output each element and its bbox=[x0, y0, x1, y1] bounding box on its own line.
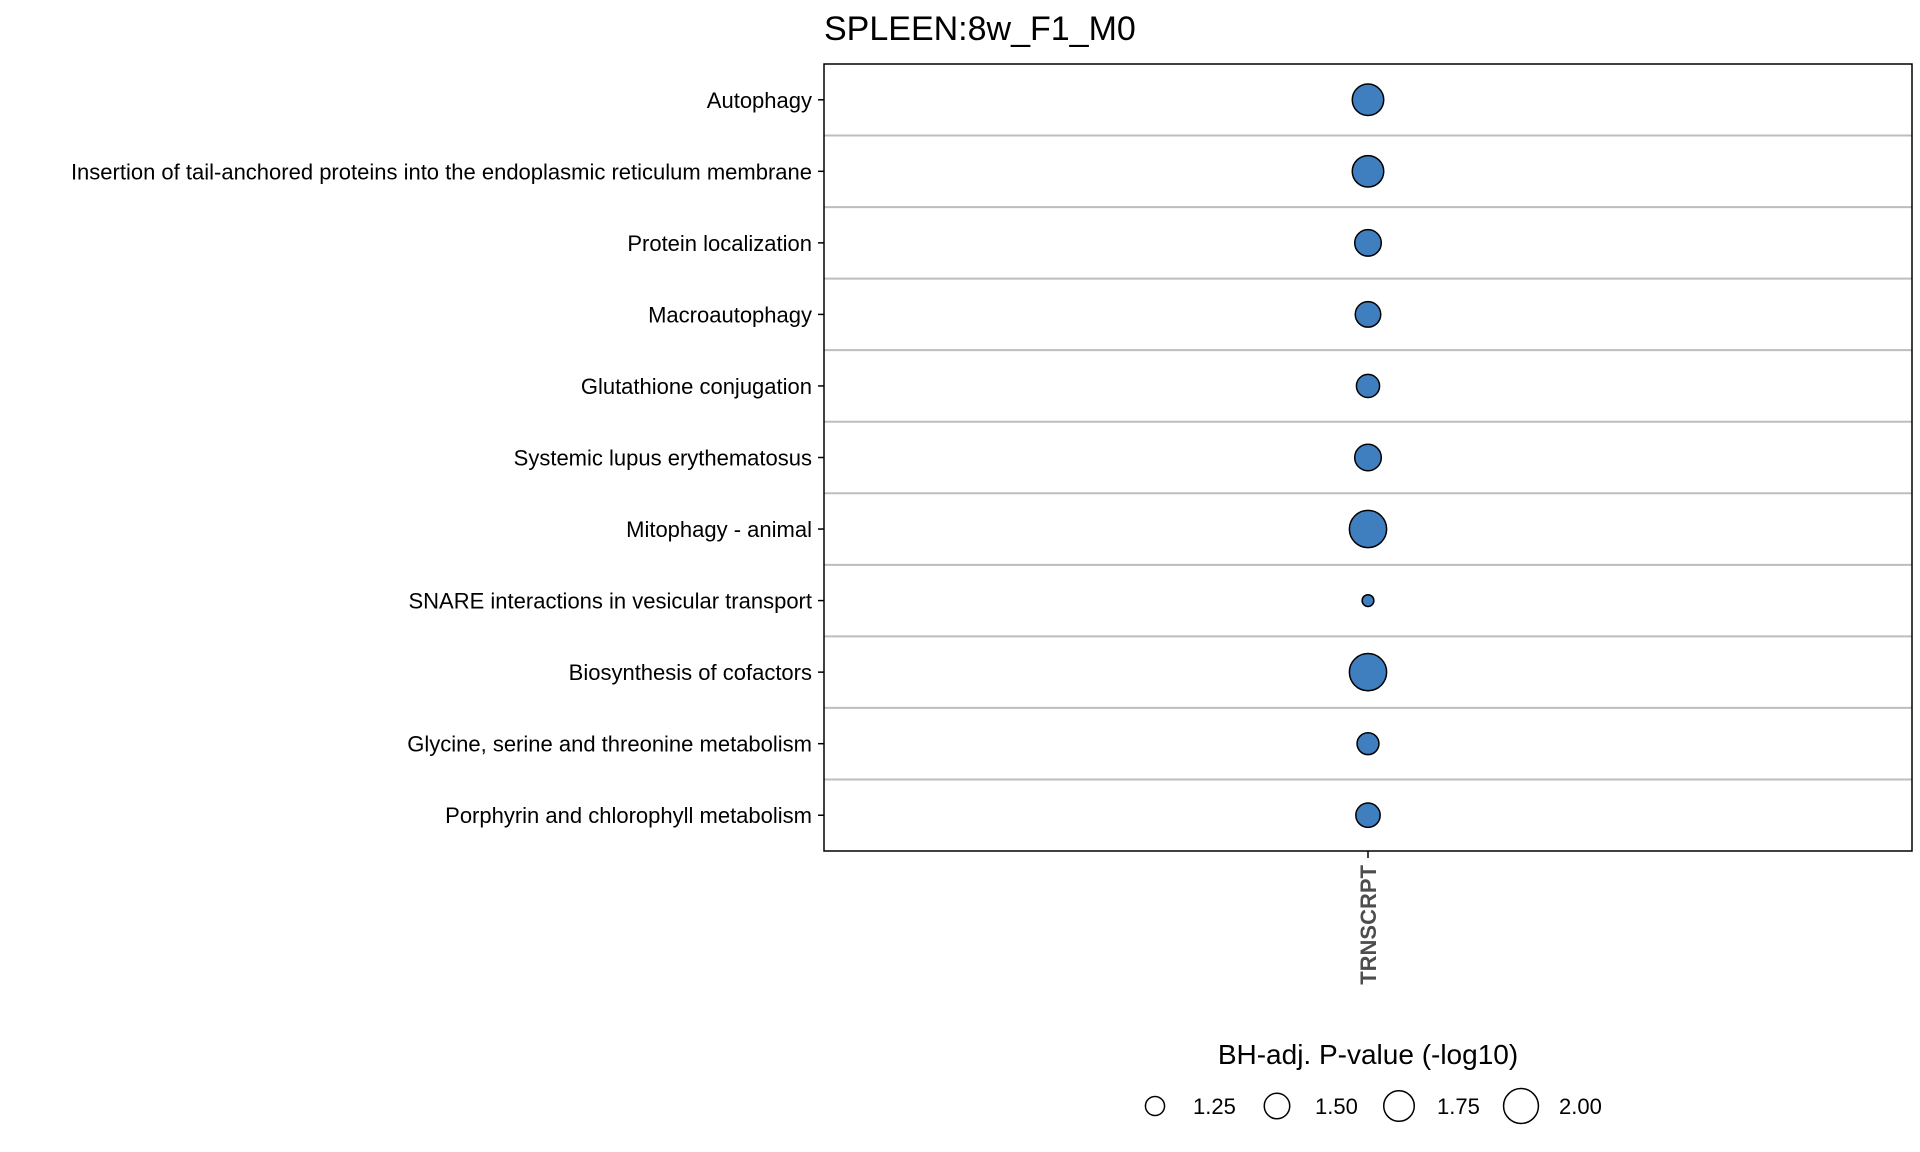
y-tick-label: Macroautophagy bbox=[648, 302, 812, 327]
data-point bbox=[1348, 652, 1388, 692]
y-tick-label: Glutathione conjugation bbox=[581, 374, 812, 399]
data-point bbox=[1353, 443, 1383, 472]
y-tick-label: Porphyrin and chlorophyll metabolism bbox=[445, 803, 812, 828]
grid-lines bbox=[824, 134, 1912, 781]
data-point bbox=[1348, 509, 1388, 549]
data-point bbox=[1353, 228, 1383, 257]
y-tick-label: Insertion of tail-anchored proteins into… bbox=[71, 159, 812, 184]
legend-label: 1.25 bbox=[1193, 1094, 1236, 1119]
legend-key bbox=[1382, 1089, 1416, 1123]
y-tick-label: Glycine, serine and threonine metabolism bbox=[407, 732, 812, 757]
legend-label: 2.00 bbox=[1559, 1094, 1602, 1119]
y-tick-label: Systemic lupus erythematosus bbox=[514, 446, 812, 471]
x-axis: TRNSCRPT bbox=[1356, 851, 1381, 985]
y-tick-label: Autophagy bbox=[707, 88, 812, 113]
data-point bbox=[1355, 373, 1381, 399]
legend-key bbox=[1144, 1095, 1166, 1117]
legend-keys: 1.25 1.50 1.75 2.00 bbox=[1144, 1087, 1602, 1125]
data-point bbox=[1355, 802, 1381, 829]
y-tick-label: Mitophagy - animal bbox=[626, 517, 812, 542]
data-point bbox=[1356, 731, 1380, 756]
x-tick-label: TRNSCRPT bbox=[1356, 864, 1381, 984]
chart-title: SPLEEN:8w_F1_M0 bbox=[824, 10, 1136, 48]
data-point bbox=[1351, 83, 1385, 117]
y-tick-label: SNARE interactions in vesicular transpor… bbox=[409, 589, 813, 614]
y-tick-label: Biosynthesis of cofactors bbox=[569, 660, 812, 685]
legend-key bbox=[1502, 1087, 1540, 1125]
data-point bbox=[1351, 154, 1385, 188]
data-point bbox=[1361, 593, 1375, 608]
y-tick-label: Protein localization bbox=[627, 231, 812, 256]
y-axis: Autophagy Insertion of tail-anchored prot… bbox=[71, 88, 824, 828]
legend-label: 1.50 bbox=[1315, 1094, 1358, 1119]
size-legend: BH-adj. P-value (-log10) 1.25 1.50 1.75 2.0… bbox=[1144, 1039, 1602, 1125]
data-point bbox=[1354, 300, 1382, 328]
data-points bbox=[1348, 83, 1388, 829]
legend-title: BH-adj. P-value (-log10) bbox=[1218, 1039, 1518, 1070]
legend-label: 1.75 bbox=[1437, 1094, 1480, 1119]
legend-key bbox=[1263, 1092, 1291, 1120]
